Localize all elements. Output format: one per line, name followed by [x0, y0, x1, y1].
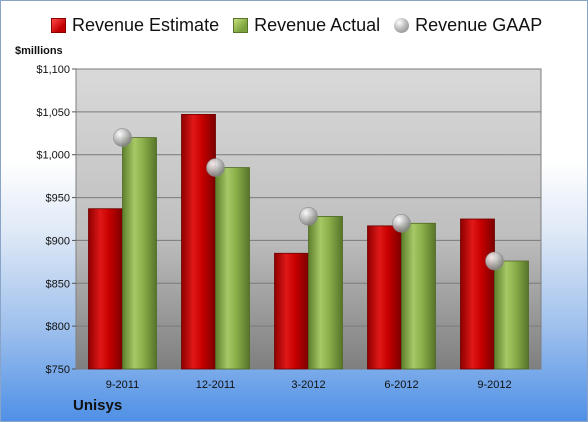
x-tick-label: 6-2012	[384, 379, 418, 391]
legend-swatch-gaap	[394, 18, 410, 33]
legend-item-actual: Revenue Actual	[233, 15, 380, 36]
marker-revenue-gaap	[485, 251, 504, 271]
bar-revenue-actual	[494, 260, 529, 370]
company-name: Unisys	[73, 397, 123, 414]
x-tick-label: 9-2012	[477, 379, 511, 391]
y-tick-label: $850	[46, 278, 70, 290]
bar-revenue-estimate	[88, 208, 123, 370]
marker-revenue-gaap	[113, 128, 132, 147]
marker-revenue-gaap	[299, 207, 318, 226]
y-tick-label: $1,100	[36, 64, 70, 76]
legend-item-gaap: Revenue GAAP	[394, 15, 542, 36]
legend-swatch-estimate	[51, 18, 66, 33]
bar-revenue-estimate	[460, 218, 495, 370]
legend-label-estimate: Revenue Estimate	[72, 15, 220, 35]
y-tick-label: $950	[46, 193, 70, 205]
marker-revenue-gaap	[206, 158, 225, 177]
legend: Revenue Estimate Revenue Actual Revenue …	[51, 15, 556, 36]
bar-revenue-actual	[122, 137, 157, 370]
legend-item-estimate: Revenue Estimate	[51, 15, 219, 36]
x-tick-label: 12-2011	[196, 379, 236, 391]
bar-revenue-estimate	[274, 252, 309, 370]
y-tick-label: $800	[46, 321, 70, 333]
legend-swatch-actual	[233, 18, 249, 33]
y-units-label: $millions	[15, 45, 63, 57]
bar-revenue-estimate	[367, 225, 402, 370]
y-tick-label: $750	[46, 364, 70, 376]
bar-revenue-actual	[308, 216, 343, 370]
bar-revenue-actual	[215, 167, 250, 370]
y-tick-label: $1,000	[36, 150, 70, 162]
y-tick-label: $900	[46, 235, 70, 247]
x-tick-label: 3-2012	[291, 379, 325, 391]
x-tick-label: 9-2011	[106, 379, 139, 391]
legend-label-gaap: Revenue GAAP	[415, 15, 543, 35]
marker-revenue-gaap	[392, 213, 411, 233]
bar-revenue-actual	[401, 222, 436, 370]
bar-revenue-estimate	[181, 114, 216, 370]
legend-label-actual: Revenue Actual	[254, 15, 381, 35]
y-tick-label: $1,050	[36, 107, 70, 119]
